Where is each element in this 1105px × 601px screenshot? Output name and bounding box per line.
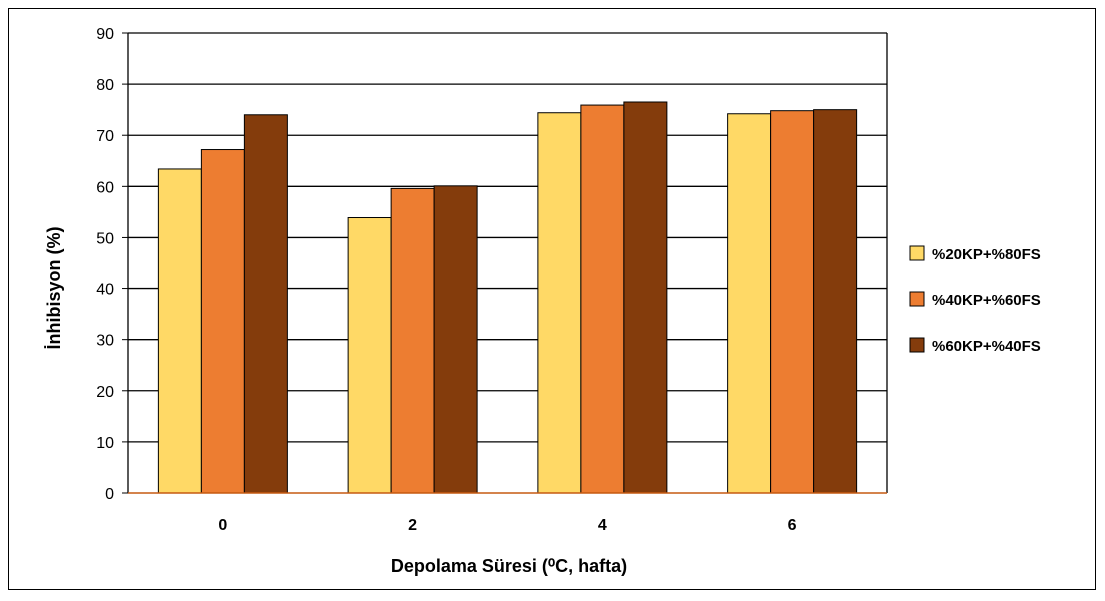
legend-label: %40KP+%60FS xyxy=(932,292,1041,309)
x-tick-label: 0 xyxy=(218,517,227,534)
legend-swatch xyxy=(909,245,925,261)
y-tick-labels: 0 10 20 30 40 50 60 70 80 90 xyxy=(96,26,114,503)
x-tick-label: 2 xyxy=(408,517,417,534)
y-tick-label: 50 xyxy=(96,230,114,247)
bar-%20KP+%80FS-6 xyxy=(727,113,772,494)
bar-%20KP+%80FS-4 xyxy=(537,112,582,494)
y-tick-label: 70 xyxy=(96,128,114,145)
x-tick-labels: 0 2 4 6 xyxy=(218,517,796,534)
y-tick-label: 10 xyxy=(96,435,114,452)
bar-%40KP+%60FS-0 xyxy=(200,149,245,494)
legend-swatch xyxy=(909,291,925,307)
legend-swatch xyxy=(909,337,925,353)
y-axis-title: İnhibisyon (%) xyxy=(44,227,64,350)
y-tick-label: 0 xyxy=(105,486,114,503)
bar-%60KP+%40FS-4 xyxy=(623,101,668,494)
x-tick-label: 6 xyxy=(788,517,797,534)
bars xyxy=(157,101,858,494)
bar-%60KP+%40FS-6 xyxy=(813,109,858,494)
bar-%60KP+%40FS-0 xyxy=(243,114,288,494)
legend-label: %20KP+%80FS xyxy=(932,246,1041,263)
bar-%20KP+%80FS-0 xyxy=(157,168,202,494)
bar-%40KP+%60FS-6 xyxy=(770,110,815,494)
bar-%60KP+%40FS-2 xyxy=(433,185,478,494)
legend-label: %60KP+%40FS xyxy=(932,338,1041,355)
bar-%40KP+%60FS-4 xyxy=(580,104,625,494)
y-tick-label: 20 xyxy=(96,384,114,401)
bar-%20KP+%80FS-2 xyxy=(347,217,392,494)
axes xyxy=(127,33,887,494)
bar-%40KP+%60FS-2 xyxy=(390,187,435,494)
legend: %20KP+%80FS %40KP+%60FS %60KP+%40FS xyxy=(909,245,1041,355)
y-tick-label: 40 xyxy=(96,282,114,299)
y-tick-label: 60 xyxy=(96,179,114,196)
y-tick-label: 80 xyxy=(96,77,114,94)
x-axis-title: Depolama Süresi (⁰C, hafta) xyxy=(391,556,627,576)
x-tick-label: 4 xyxy=(598,517,607,534)
y-tick-label: 30 xyxy=(96,333,114,350)
y-tick-label: 90 xyxy=(96,26,114,43)
